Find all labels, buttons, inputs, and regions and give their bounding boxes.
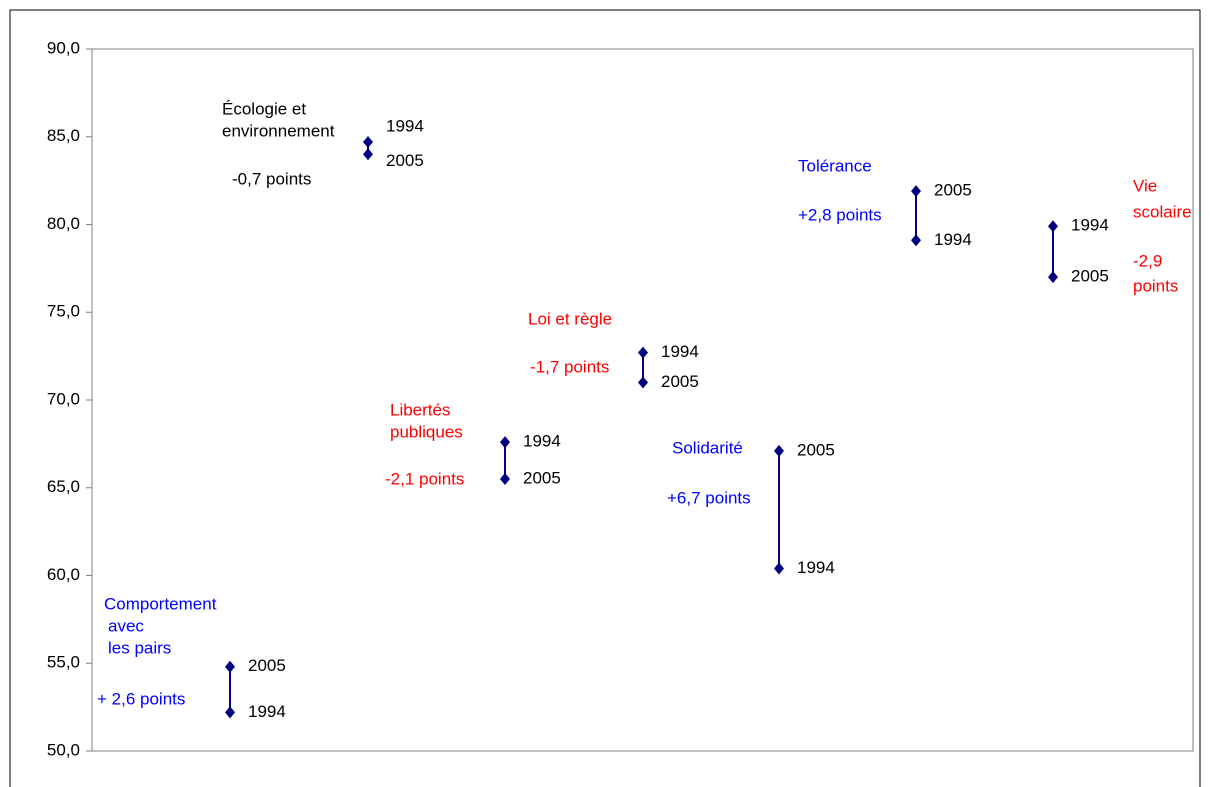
data-point [363,136,373,149]
year-label: 1994 [386,116,424,135]
year-label: 1994 [523,432,561,451]
change-annotation: +6,7 points [667,488,751,507]
data-point [225,706,235,719]
chart-frame [9,9,1201,787]
data-point [1048,271,1058,284]
data-point [500,472,510,485]
y-tick-label: 60,0 [47,565,80,584]
data-point [500,436,510,449]
data-point [225,660,235,673]
change-annotation: -2,9 [1133,251,1162,270]
year-label: 2005 [797,440,835,459]
change-annotation: -1,7 points [530,357,609,376]
y-tick-label: 75,0 [47,302,80,321]
year-label: 1994 [661,342,699,361]
year-label: 1994 [934,230,972,249]
y-tick-label: 90,0 [47,38,80,57]
category-label: les pairs [108,638,171,657]
y-tick-label: 50,0 [47,740,80,759]
change-annotation: +2,8 points [798,205,882,224]
category-label: environnement [222,121,335,140]
category-label: scolaire [1133,202,1192,221]
data-point [774,444,784,457]
year-label: 2005 [1071,267,1109,286]
category-label: publiques [390,422,463,441]
y-tick-label: 70,0 [47,389,80,408]
data-point [774,562,784,575]
change-annotation: -2,1 points [385,469,464,488]
year-label: 1994 [248,702,286,721]
change-annotation: -0,7 points [232,169,311,188]
y-tick-label: 65,0 [47,477,80,496]
y-tick-label: 85,0 [47,126,80,145]
data-point [911,234,921,247]
change-annotation: + 2,6 points [97,689,185,708]
y-tick-label: 55,0 [47,653,80,672]
y-tick-label: 80,0 [47,214,80,233]
category-label: Libertés [390,400,450,419]
category-label: avec [108,616,144,635]
change-annotation: points [1133,276,1178,295]
category-label: Solidarité [672,438,743,457]
year-label: 1994 [1071,216,1109,235]
year-label: 2005 [248,656,286,675]
data-point [638,376,648,389]
category-label: Tolérance [798,156,872,175]
category-label: Comportement [104,594,217,613]
data-point [1048,220,1058,233]
category-label: Écologie et [222,99,306,118]
data-point [363,148,373,161]
year-label: 1994 [797,558,835,577]
data-point [911,185,921,198]
year-label: 2005 [661,372,699,391]
year-label: 2005 [386,151,424,170]
year-label: 2005 [934,181,972,200]
category-label: Loi et règle [528,309,612,328]
year-label: 2005 [523,468,561,487]
plot-area [91,48,1194,752]
data-point [638,346,648,359]
category-label: Vie [1133,176,1157,195]
